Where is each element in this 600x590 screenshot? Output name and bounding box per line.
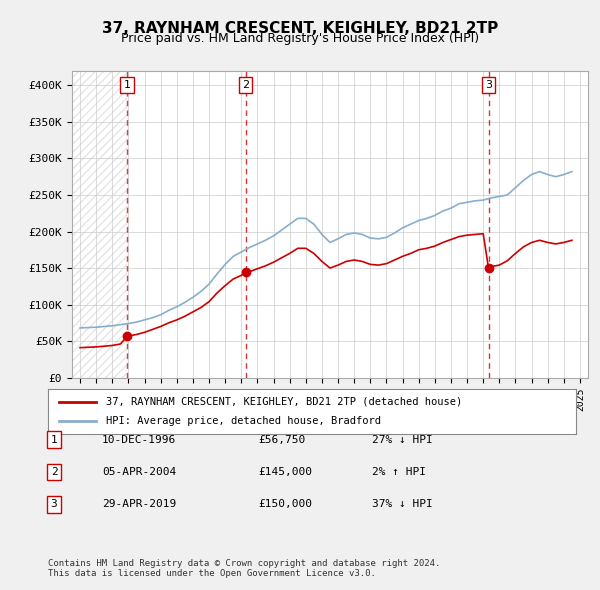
Text: Price paid vs. HM Land Registry's House Price Index (HPI): Price paid vs. HM Land Registry's House … [121, 32, 479, 45]
Text: 27% ↓ HPI: 27% ↓ HPI [372, 435, 433, 444]
Text: 2% ↑ HPI: 2% ↑ HPI [372, 467, 426, 477]
Text: £145,000: £145,000 [258, 467, 312, 477]
Text: £56,750: £56,750 [258, 435, 305, 444]
Text: 10-DEC-1996: 10-DEC-1996 [102, 435, 176, 444]
Text: £150,000: £150,000 [258, 500, 312, 509]
Text: 37, RAYNHAM CRESCENT, KEIGHLEY, BD21 2TP (detached house): 37, RAYNHAM CRESCENT, KEIGHLEY, BD21 2TP… [106, 397, 463, 407]
Text: 1: 1 [124, 80, 131, 90]
Text: 37, RAYNHAM CRESCENT, KEIGHLEY, BD21 2TP: 37, RAYNHAM CRESCENT, KEIGHLEY, BD21 2TP [102, 21, 498, 35]
Text: 3: 3 [50, 500, 58, 509]
Text: 37% ↓ HPI: 37% ↓ HPI [372, 500, 433, 509]
Text: 2: 2 [242, 80, 249, 90]
Text: 2: 2 [50, 467, 58, 477]
Text: HPI: Average price, detached house, Bradford: HPI: Average price, detached house, Brad… [106, 417, 381, 426]
Text: 05-APR-2004: 05-APR-2004 [102, 467, 176, 477]
Text: 29-APR-2019: 29-APR-2019 [102, 500, 176, 509]
Text: 3: 3 [485, 80, 492, 90]
Text: 1: 1 [50, 435, 58, 444]
Text: Contains HM Land Registry data © Crown copyright and database right 2024.
This d: Contains HM Land Registry data © Crown c… [48, 559, 440, 578]
